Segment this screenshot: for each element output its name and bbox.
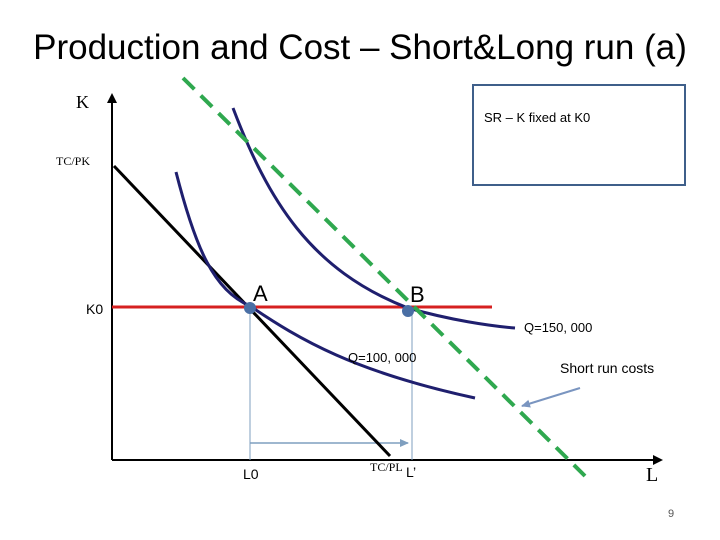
short-run-costs-label: Short run costs — [560, 360, 655, 376]
isoquant-low-label: Q=100, 000 — [348, 350, 417, 365]
point-b — [402, 305, 414, 317]
sr-note-text: SR – K fixed at K0 — [484, 110, 591, 125]
lprime-label: L’ — [406, 464, 417, 480]
y-intercept-label: TC/PK — [56, 154, 91, 168]
k0-label: K0 — [86, 301, 104, 317]
l0-label: L0 — [243, 466, 259, 482]
isoquant-q150000 — [231, 107, 516, 330]
slide-title: Production and Cost – Short&Long run (a) — [33, 28, 687, 67]
point-a — [244, 302, 256, 314]
x-intercept-label: TC/PL — [370, 460, 403, 474]
isoquant-q100000 — [174, 171, 476, 400]
isoquant-high-label: Q=150, 000 — [524, 320, 593, 335]
point-b-label: B — [410, 282, 425, 307]
page-number: 9 — [668, 508, 675, 520]
x-axis-label: L — [646, 464, 659, 486]
sr-note-box: SR – K fixed at K0 — [472, 84, 686, 186]
new-isocost-line — [181, 76, 587, 478]
short-run-costs-arrow — [521, 387, 581, 408]
point-a-label: A — [253, 281, 268, 306]
y-axis-label: K — [76, 92, 89, 112]
